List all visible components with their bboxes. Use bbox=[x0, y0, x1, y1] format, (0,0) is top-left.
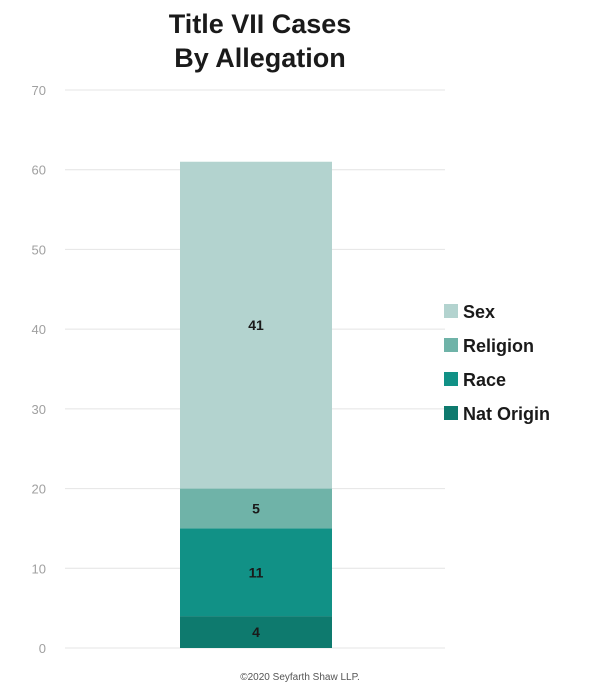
data-labels: 4 11 5 41 bbox=[248, 317, 264, 640]
y-axis-ticks: 0 10 20 30 40 50 60 70 bbox=[32, 83, 46, 656]
legend-label-race: Race bbox=[463, 370, 506, 390]
chart-title-line-1: Title VII Cases bbox=[169, 9, 352, 39]
copyright-footer: ©2020 Seyfarth Shaw LLP. bbox=[240, 672, 360, 683]
y-tick-label-60: 60 bbox=[32, 163, 46, 178]
y-tick-label-10: 10 bbox=[32, 561, 46, 576]
legend-label-nat-origin: Nat Origin bbox=[463, 404, 550, 424]
chart-title: Title VII Cases By Allegation bbox=[169, 9, 352, 73]
legend: Sex Religion Race Nat Origin bbox=[444, 302, 550, 424]
bar-segment-nat-origin bbox=[180, 616, 332, 648]
y-tick-label-0: 0 bbox=[39, 641, 46, 656]
data-label-religion: 5 bbox=[252, 501, 260, 517]
legend-label-sex: Sex bbox=[463, 302, 495, 322]
legend-swatch-sex bbox=[444, 304, 458, 318]
y-tick-label-50: 50 bbox=[32, 242, 46, 257]
legend-swatch-religion bbox=[444, 338, 458, 352]
legend-label-religion: Religion bbox=[463, 336, 534, 356]
y-tick-label-70: 70 bbox=[32, 83, 46, 98]
data-label-race: 11 bbox=[249, 564, 264, 580]
bar-stack bbox=[180, 161, 332, 648]
bar-segment-sex bbox=[180, 161, 332, 489]
data-label-nat-origin: 4 bbox=[252, 624, 260, 640]
y-tick-label-30: 30 bbox=[32, 402, 46, 417]
legend-swatch-nat-origin bbox=[444, 406, 458, 420]
y-tick-label-20: 20 bbox=[32, 482, 46, 497]
bar-segment-race bbox=[180, 528, 332, 617]
legend-swatch-race bbox=[444, 372, 458, 386]
bar-segment-religion bbox=[180, 488, 332, 529]
y-tick-label-40: 40 bbox=[32, 322, 46, 337]
data-label-sex: 41 bbox=[248, 317, 264, 333]
chart-title-line-2: By Allegation bbox=[174, 43, 346, 73]
